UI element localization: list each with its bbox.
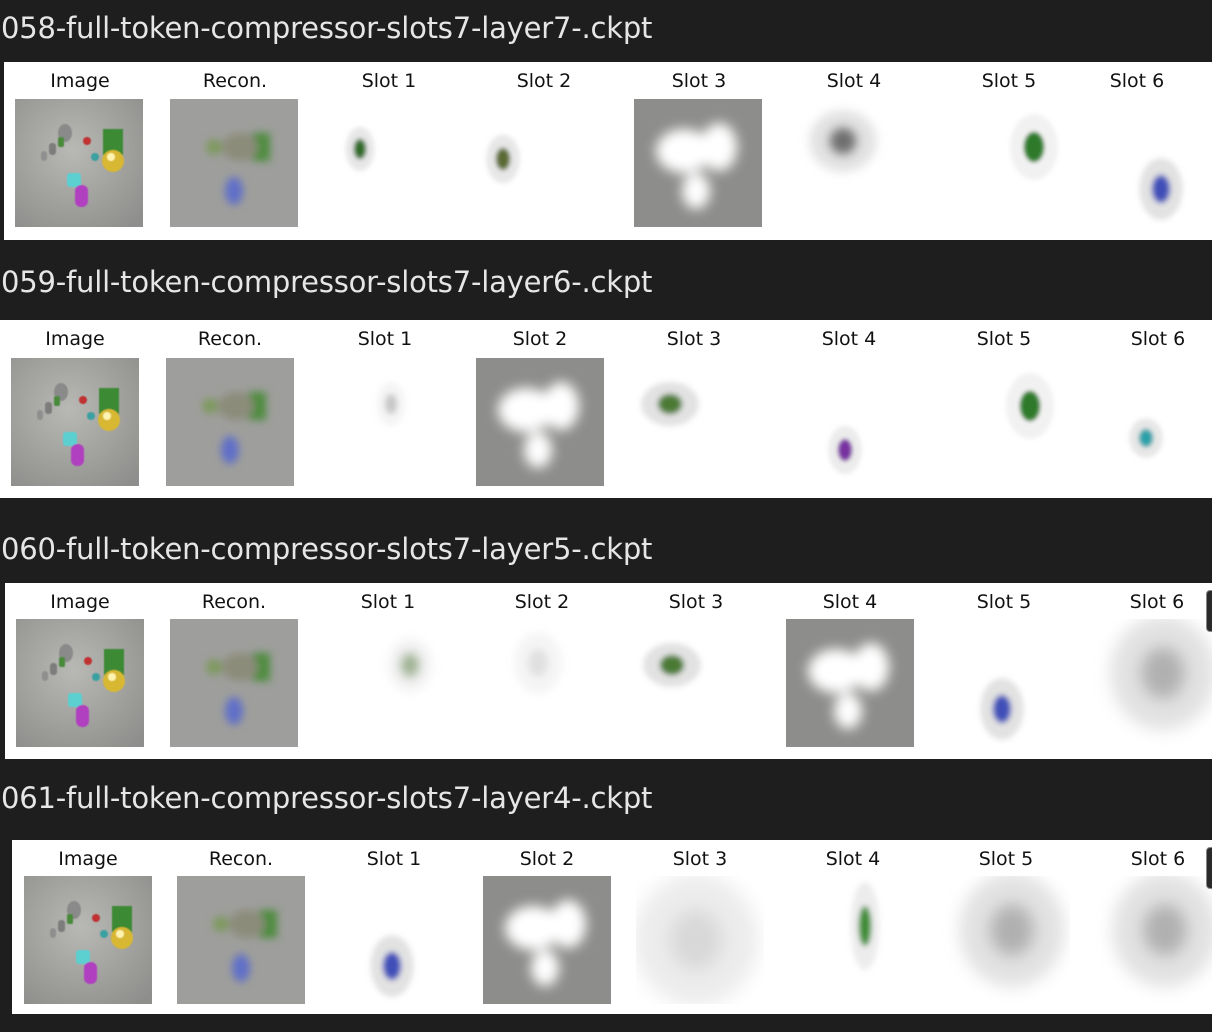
slot-mask-image (632, 619, 760, 747)
slot-mask-image (789, 99, 917, 227)
checkpoint-title: 058-full-token-compressor-slots7-layer7-… (1, 11, 653, 45)
input-image (16, 619, 144, 747)
column-label: Image (58, 848, 118, 870)
output-panel: Image Recon. Slot 1 Slot 2 Slot 3 Slot 4… (4, 62, 1212, 240)
slot-mask-image (785, 358, 913, 486)
slot-mask-image (483, 876, 611, 1004)
slot-mask-image (324, 619, 452, 747)
output-panel: Image Recon. Slot 1 Slot 2 Slot 3 Slot 4… (5, 583, 1212, 759)
slot-mask-image (634, 99, 762, 227)
column-label: Slot 2 (516, 70, 572, 92)
column-label: Slot 5 (978, 848, 1034, 870)
column-label: Slot 4 (822, 591, 878, 613)
slot-mask-image (636, 876, 764, 1004)
column-label: Image (50, 70, 110, 92)
column-label: Slot 6 (1109, 70, 1165, 92)
column-label: Slot 2 (514, 591, 570, 613)
reconstruction-image (170, 619, 298, 747)
column-label: Slot 3 (666, 328, 722, 350)
slot-mask-image (324, 99, 452, 227)
column-label: Recon. (197, 328, 263, 350)
slot-mask-image (789, 876, 917, 1004)
column-label: Recon. (202, 70, 268, 92)
slot-mask-image (630, 358, 758, 486)
checkpoint-title: 060-full-token-compressor-slots7-layer5-… (1, 532, 653, 566)
column-label: Slot 6 (1130, 848, 1186, 870)
column-label: Recon. (208, 848, 274, 870)
column-label: Slot 1 (366, 848, 422, 870)
column-label: Slot 2 (519, 848, 575, 870)
scroll-handle[interactable] (1206, 590, 1212, 632)
reconstruction-image (166, 358, 294, 486)
column-label: Slot 5 (981, 70, 1037, 92)
slot-mask-image (942, 876, 1070, 1004)
column-label: Slot 5 (976, 328, 1032, 350)
slot-mask-image (330, 876, 458, 1004)
scroll-handle[interactable] (1206, 847, 1212, 889)
column-label: Slot 5 (976, 591, 1032, 613)
slot-mask-image (1099, 99, 1212, 227)
input-image (15, 99, 143, 227)
slot-mask-image (476, 358, 604, 486)
slot-mask-image (321, 358, 449, 486)
column-label: Slot 3 (671, 70, 727, 92)
column-label: Slot 6 (1130, 328, 1186, 350)
column-label: Slot 1 (360, 591, 416, 613)
column-label: Slot 1 (361, 70, 417, 92)
column-label: Slot 4 (826, 70, 882, 92)
column-label: Recon. (201, 591, 267, 613)
column-label: Slot 2 (512, 328, 568, 350)
slot-mask-image (944, 99, 1072, 227)
column-label: Image (50, 591, 110, 613)
input-image (11, 358, 139, 486)
slot-mask-image (940, 358, 1068, 486)
input-image (24, 876, 152, 1004)
slot-mask-image (1094, 358, 1212, 486)
checkpoint-title: 061-full-token-compressor-slots7-layer4-… (1, 781, 653, 815)
slot-mask-image (478, 619, 606, 747)
column-label: Slot 4 (825, 848, 881, 870)
column-label: Slot 4 (821, 328, 877, 350)
checkpoint-title: 059-full-token-compressor-slots7-layer6-… (1, 265, 653, 299)
slot-mask-image (940, 619, 1068, 747)
column-label: Slot 3 (672, 848, 728, 870)
column-label: Image (45, 328, 105, 350)
slot-mask-image (479, 99, 607, 227)
column-label: Slot 6 (1129, 591, 1185, 613)
column-label: Slot 3 (668, 591, 724, 613)
column-label: Slot 1 (357, 328, 413, 350)
reconstruction-image (170, 99, 298, 227)
slot-mask-image (1095, 876, 1212, 1004)
reconstruction-image (177, 876, 305, 1004)
slot-mask-image (1093, 619, 1212, 747)
output-panel: Image Recon. Slot 1 Slot 2 Slot 3 Slot 4… (0, 320, 1212, 498)
slot-mask-image (786, 619, 914, 747)
output-panel: Image Recon. Slot 1 Slot 2 Slot 3 Slot 4… (12, 840, 1212, 1014)
